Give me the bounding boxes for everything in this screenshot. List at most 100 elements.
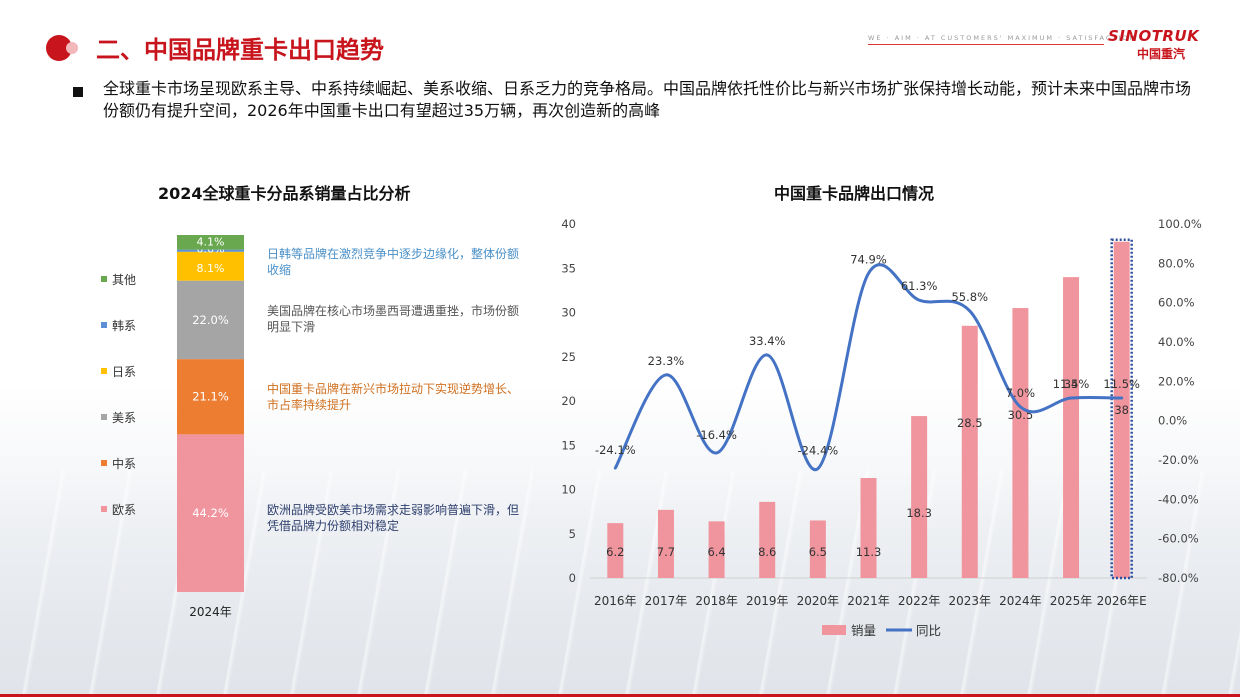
yright-tick-2: -40.0% [1158, 492, 1199, 506]
stack-label-3: 8.1% [197, 262, 225, 275]
stack-label-1: 21.1% [192, 390, 229, 404]
line-label-5: 74.9% [850, 252, 887, 266]
summary-text: 全球重卡市场呈现欧系主导、中系持续崛起、美系收缩、日系乏力的竞争格局。中国品牌依… [103, 79, 1192, 120]
yleft-tick-0: 0 [569, 571, 576, 585]
note-us: 美国品牌在核心市场墨西哥遭遇重挫，市场份额明显下滑 [267, 304, 520, 334]
stack-segment-3 [177, 251, 244, 281]
export-bar-1 [657, 509, 674, 578]
stack-category-label: 2024年 [189, 605, 232, 619]
legend-label-1: 韩系 [112, 318, 136, 333]
bar-label-3: 8.6 [758, 545, 776, 559]
export-bar-3 [759, 501, 776, 578]
line-label-10: 11.5% [1103, 377, 1140, 391]
bar-label-6: 18.3 [906, 506, 932, 520]
yleft-tick-4: 20 [561, 394, 576, 408]
line-label-9: 11.5% [1053, 377, 1090, 391]
export-bar-5 [860, 477, 877, 578]
export-bar-8 [1012, 308, 1029, 578]
legend-swatch-2 [101, 368, 107, 374]
legend-label-5: 欧系 [112, 503, 136, 517]
yright-tick-3: -20.0% [1158, 453, 1199, 467]
yright-tick-0: -80.0% [1158, 571, 1199, 585]
yleft-tick-7: 35 [561, 261, 576, 275]
bar-label-9: 34 [1064, 377, 1079, 391]
line-label-0: -24.1% [595, 443, 636, 457]
x-tick-6: 2022年 [898, 594, 941, 608]
legend-bar-label: 销量 [851, 623, 876, 638]
export-bar-10 [1113, 241, 1130, 578]
legend-label-0: 其他 [112, 273, 136, 287]
yright-tick-4: 0.0% [1158, 414, 1187, 428]
tagline-divider [868, 44, 1104, 45]
bar-label-1: 7.7 [657, 545, 675, 559]
right-chart-title: 中国重卡品牌出口情况 [774, 184, 935, 203]
export-bar-2 [708, 521, 725, 578]
note-china: 中国重卡品牌在新兴市场拉动下实现逆势增长、市占率持续提升 [267, 382, 520, 412]
stack-label-5: 4.1% [197, 235, 225, 248]
line-label-3: 33.4% [749, 334, 786, 348]
x-tick-1: 2017年 [645, 594, 688, 608]
legend-swatch-5 [101, 506, 107, 512]
bar-label-4: 6.5 [809, 545, 827, 559]
x-tick-2: 2018年 [695, 594, 738, 608]
yleft-tick-1: 5 [569, 527, 576, 541]
bottom-accent-line [0, 694, 1240, 697]
bar-label-5: 11.3 [856, 545, 882, 559]
stack-label-0: 44.2% [192, 506, 229, 520]
stack-segment-0 [177, 434, 244, 592]
yright-tick-9: 100.0% [1158, 217, 1202, 231]
stack-segment-4 [177, 249, 244, 252]
left-chart-title: 2024全球重卡分品系销量占比分析 [158, 184, 411, 203]
yleft-tick-2: 10 [561, 483, 576, 497]
yright-tick-1: -60.0% [1158, 532, 1199, 546]
stack-segment-2 [177, 280, 244, 360]
export-bar-6 [911, 416, 928, 578]
note-japan-korea: 日韩等品牌在激烈竞争中逐步边缘化，整体份额收缩 [267, 247, 520, 277]
legend-label-3: 美系 [112, 411, 136, 425]
x-tick-10: 2026年E [1097, 594, 1147, 608]
yleft-tick-6: 30 [561, 306, 576, 320]
yleft-tick-5: 25 [561, 350, 576, 364]
yleft-tick-3: 15 [561, 438, 576, 452]
page-title: 二、中国品牌重卡出口趋势 [96, 36, 384, 64]
line-label-6: 61.3% [901, 279, 938, 293]
line-label-7: 55.8% [951, 290, 988, 304]
bullet-square-icon [73, 87, 83, 97]
brand-tagline: WE · AIM · AT CUSTOMERS' MAXIMUM · SATIS… [868, 34, 1137, 42]
highlight-frame [1110, 238, 1133, 580]
legend-swatch-4 [101, 460, 107, 466]
yright-tick-8: 80.0% [1158, 256, 1195, 270]
yright-tick-5: 20.0% [1158, 374, 1195, 388]
legend-swatch-0 [101, 276, 107, 282]
yoy-line [613, 263, 1124, 471]
x-tick-5: 2021年 [847, 594, 890, 608]
bar-label-0: 6.2 [606, 545, 624, 559]
bar-label-10: 38 [1114, 403, 1129, 417]
yleft-tick-8: 40 [561, 217, 576, 231]
x-tick-4: 2020年 [797, 594, 840, 608]
stack-segment-5 [177, 235, 244, 250]
yright-tick-7: 60.0% [1158, 296, 1195, 310]
legend-swatch-3 [101, 414, 107, 420]
note-europe: 欧洲品牌受欧美市场需求走弱影响普遍下滑，但凭借品牌力份额相对稳定 [267, 503, 520, 533]
line-label-4: -24.4% [798, 444, 839, 458]
export-bar-0 [607, 523, 624, 578]
x-tick-0: 2016年 [594, 594, 637, 608]
bar-label-2: 6.4 [707, 545, 725, 559]
x-tick-9: 2025年 [1050, 594, 1093, 608]
export-bar-9 [1063, 277, 1080, 578]
legend-swatch-1 [101, 322, 107, 328]
title-dot-accent-icon [66, 42, 78, 54]
yright-tick-6: 40.0% [1158, 335, 1195, 349]
bar-label-7: 28.5 [957, 416, 983, 430]
stack-label-2: 22.0% [192, 313, 229, 327]
legend-label-2: 日系 [112, 365, 136, 379]
logo-sinotruk: SINOTRUK [1108, 27, 1200, 45]
export-bar-4 [809, 520, 826, 578]
legend-label-4: 中系 [112, 456, 136, 471]
line-label-1: 23.3% [648, 354, 685, 368]
logo-chinese: 中国重汽 [1137, 47, 1186, 61]
legend-line-label: 同比 [916, 623, 941, 638]
